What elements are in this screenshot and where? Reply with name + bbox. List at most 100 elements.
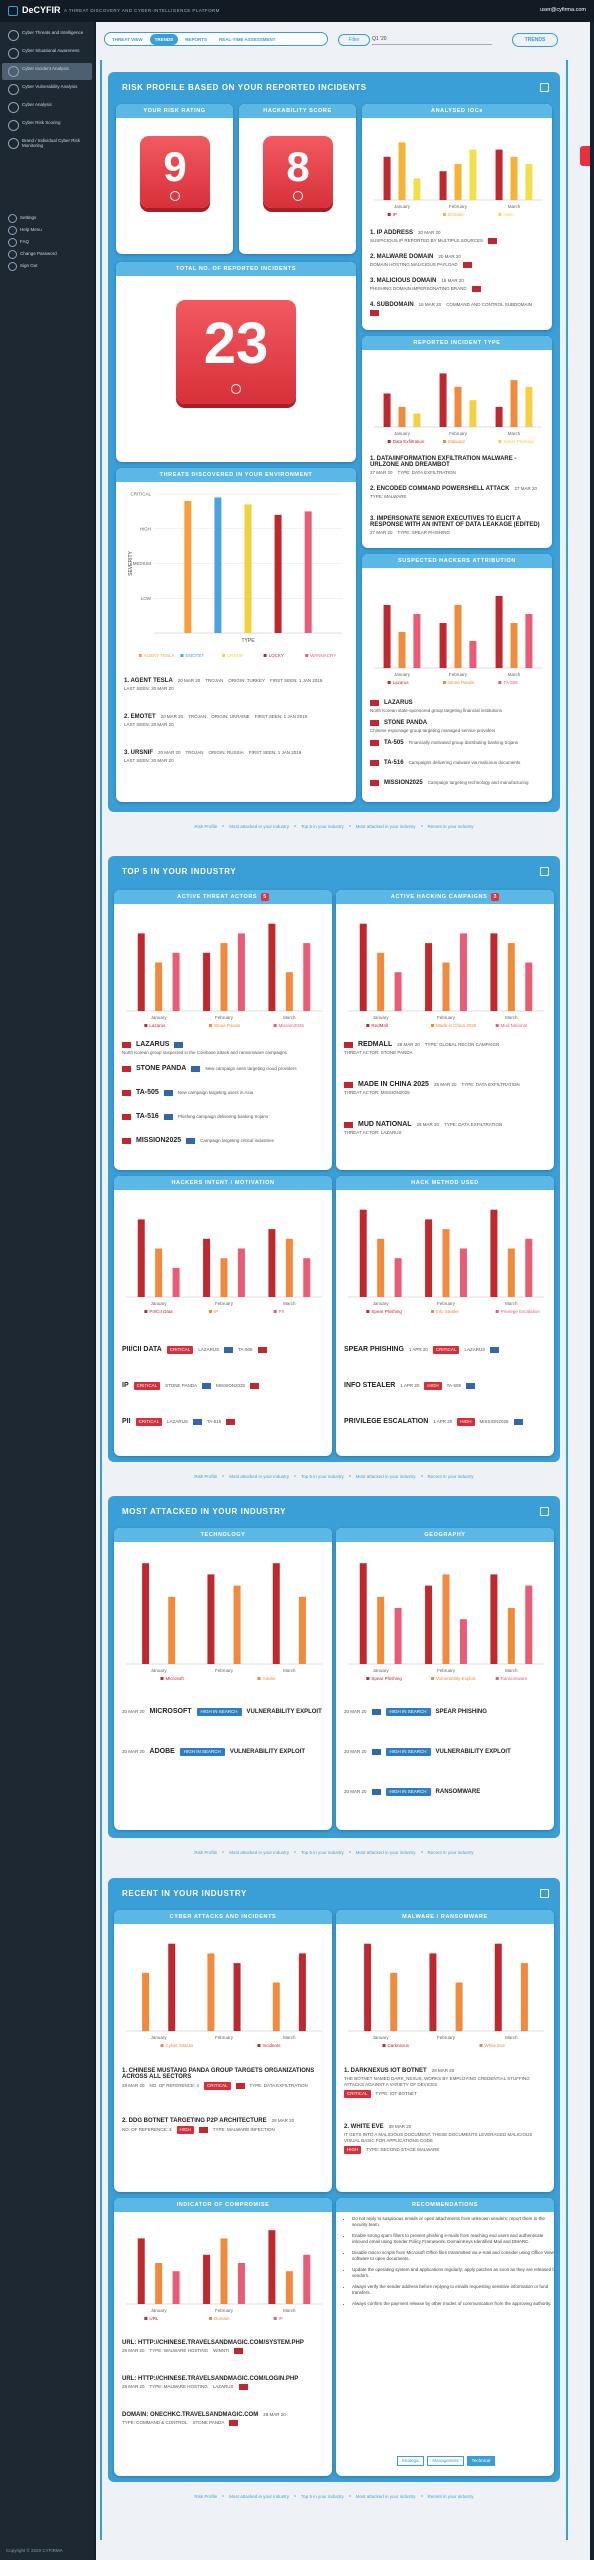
alert-tab[interactable]: [580, 146, 590, 166]
list-row: 1. DATA/INFORMATION EXFILTRATION MALWARE…: [370, 456, 544, 476]
x-tick-label: March: [283, 2035, 296, 2040]
period-select[interactable]: Q1 '20: [372, 34, 492, 45]
list-row: TA-505 Financially motivated group distri…: [370, 740, 544, 746]
nav-link[interactable]: Risk Profile: [194, 1849, 218, 1855]
nav-link[interactable]: Recent in your industry: [427, 1473, 474, 1479]
bar: [439, 623, 447, 668]
first: FIRST SEEN: 1 JAN 2019: [270, 678, 323, 683]
legend-label: IP: [279, 2316, 283, 2321]
nav-icon: [8, 48, 19, 59]
bar: [203, 952, 211, 1011]
tab[interactable]: REPORTS: [185, 36, 207, 42]
bar: [394, 972, 402, 1011]
bar: [359, 1563, 367, 1664]
list-row: URL: HTTP://CHINESE.TRAVELSANDMAGIC.COM/…: [122, 2340, 324, 2354]
list-row: PII/CII DATA CRITICAL LAZARUS TA-505: [122, 1346, 324, 1354]
nav-link[interactable]: Recent in your industry: [427, 1849, 474, 1855]
nav-link[interactable]: Most attacked in your industry: [229, 823, 289, 829]
nav-item[interactable]: Cyber Vulnerability Analysis: [22, 84, 78, 89]
nav-item[interactable]: Cyber Incident Analysis: [22, 66, 69, 71]
count-badge: 5: [261, 893, 269, 901]
nav-item[interactable]: Change Password: [20, 251, 57, 256]
nav-item[interactable]: Sign Out: [20, 263, 38, 268]
card-header: SUSPECTED HACKERS ATTRIBUTION: [362, 554, 552, 568]
expand-icon[interactable]: [540, 83, 549, 92]
nav-item[interactable]: Cyber Situational Awareness: [22, 48, 80, 53]
filter[interactable]: Filter: [338, 34, 370, 46]
bar: [207, 1953, 215, 2031]
tab[interactable]: TRENDS: [149, 33, 179, 45]
expand-icon[interactable]: [540, 1507, 549, 1516]
card-title: THREATS DISCOVERED IN YOUR ENVIRONMENT: [159, 472, 313, 478]
expand-icon[interactable]: [540, 1889, 549, 1898]
card-title: HACK METHOD USED: [411, 1180, 479, 1186]
nav-link[interactable]: Most attacked in your industry: [355, 1473, 416, 1479]
nav-item[interactable]: Cyber Analysis: [22, 102, 52, 107]
bar: [237, 933, 245, 1011]
bar: [268, 1229, 276, 1297]
x-axis-label: TYPE: [241, 638, 255, 644]
list-row: MADE IN CHINA 2025 28 MAR 20 TYPE: DATA EX…: [344, 1081, 546, 1096]
detail: Campaign targeting critical industries: [200, 1138, 274, 1143]
legend-swatch: [263, 654, 267, 657]
nav-link[interactable]: Most attacked in your industry: [355, 2493, 416, 2499]
nav-item[interactable]: Settings: [20, 215, 37, 220]
nav-link[interactable]: Most attacked in your industry: [355, 823, 416, 829]
flag-icon: [198, 2127, 208, 2133]
name: PII: [122, 1418, 131, 1425]
bar: [155, 2263, 163, 2304]
section-nav: Risk Profile Most attacked in your indust…: [108, 1472, 560, 1480]
nav-link[interactable]: Risk Profile: [194, 2493, 218, 2499]
legend-swatch: [431, 1024, 434, 1027]
nav-item[interactable]: Brand / Individual Cyber Risk Monitoring: [22, 138, 81, 148]
flag-icon: [466, 1383, 476, 1389]
list-row: REDMALL 28 MAR 20 TYPE: GLOBAL RECON CAMPA…: [344, 1041, 546, 1056]
legend-label: Lazarus: [149, 1023, 166, 1028]
text: DOMAIN: ONECHKC.TRAVELSANDMAGIC.COM: [122, 2412, 259, 2418]
nav-link[interactable]: Most attacked in your industry: [229, 1849, 289, 1855]
list-row: LAZARUS North Korean state-sponsored grou…: [370, 700, 544, 714]
nav-link[interactable]: Top 5 in your industry: [300, 823, 344, 829]
name: MICROSOFT: [149, 1708, 192, 1715]
nav-link[interactable]: Top 5 in your industry: [300, 1849, 344, 1855]
card-header: TECHNOLOGY: [114, 1528, 332, 1542]
flag-icon: [370, 700, 379, 706]
user[interactable]: user@cyfirma.com: [540, 7, 586, 13]
rec-tab[interactable]: Technical: [466, 2456, 496, 2466]
date: 27 MAR 20: [370, 470, 393, 475]
expand-icon[interactable]: [540, 867, 549, 876]
x-tick-label: March: [505, 1301, 518, 1306]
x-tick-label: March: [283, 1015, 296, 1020]
flag-icon: [122, 1042, 131, 1048]
tab[interactable]: THREAT VIEW: [112, 36, 143, 42]
nav-link[interactable]: Risk Profile: [194, 1473, 218, 1479]
legend-label: URSNIF: [227, 653, 244, 658]
list-row: 2. EMOTET 20 MAR 20 TROJAN ORIGIN: UKRAINE F…: [124, 714, 348, 728]
tab[interactable]: REAL-TIME ASSESSMENT: [218, 36, 276, 42]
flag-icon: [370, 720, 379, 726]
rec-tab[interactable]: Strategic: [396, 2456, 425, 2466]
nav-item[interactable]: FAQ: [20, 239, 30, 244]
chart: LOW MEDIUM HIGH CRITICAL SEVERITY TYPE AGENT T…: [128, 492, 342, 658]
nav-link[interactable]: Recent in your industry: [427, 2493, 474, 2499]
bar: [494, 1943, 502, 2031]
nav-link[interactable]: Most attacked in your industry: [229, 2493, 289, 2499]
nav-item[interactable]: Help Menu: [20, 227, 42, 232]
card-header: HACK METHOD USED: [336, 1176, 554, 1190]
name: PRIVILEGE ESCALATION: [344, 1418, 429, 1425]
nav-link[interactable]: Recent in your industry: [427, 823, 474, 829]
nav-link[interactable]: Risk Profile: [194, 823, 218, 829]
rec-tab[interactable]: Management: [427, 2456, 464, 2466]
nav-link[interactable]: Most attacked in your industry: [355, 1849, 416, 1855]
legend-label: IP: [393, 212, 397, 217]
nav-link[interactable]: Top 5 in your industry: [300, 2493, 344, 2499]
x-tick-label: March: [508, 431, 521, 436]
nav-link[interactable]: Most attacked in your industry: [229, 1473, 289, 1479]
card: GEOGRAPHY January February March Spear Phish…: [336, 1528, 554, 1830]
trends-button[interactable]: TRENDS: [512, 33, 558, 47]
nav-item[interactable]: Cyber Threats and Intelligence: [22, 30, 84, 35]
nav-link[interactable]: Top 5 in your industry: [300, 1473, 344, 1479]
bar: [469, 149, 477, 200]
nav-item[interactable]: Cyber Risk Scoring: [22, 120, 61, 125]
flag-icon: [370, 310, 379, 316]
